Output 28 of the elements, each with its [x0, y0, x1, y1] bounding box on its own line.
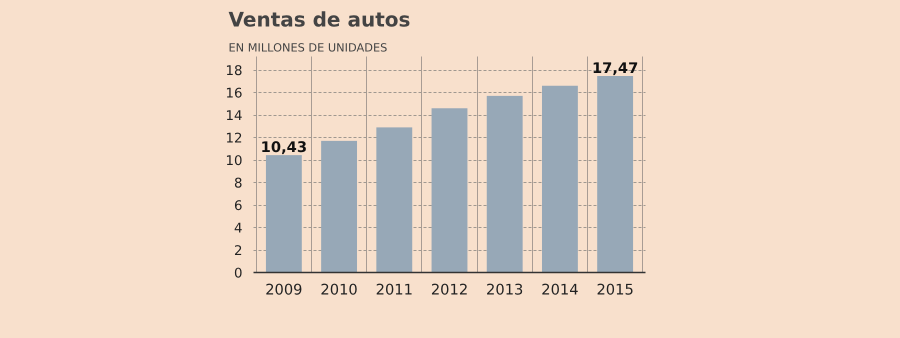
bar	[266, 155, 302, 272]
x-tick-label: 2015	[596, 282, 634, 298]
chart-title: Ventas de autos	[228, 8, 410, 32]
bar	[432, 108, 468, 272]
y-tick-label: 10	[226, 154, 243, 169]
x-tick-label: 2014	[541, 282, 579, 298]
bar	[321, 140, 358, 272]
data-label: 10,43	[260, 139, 308, 156]
y-tick-label: 12	[226, 132, 243, 146]
bar	[597, 76, 634, 272]
y-tick-label: 18	[226, 64, 243, 79]
bar	[486, 96, 523, 272]
x-tick-label: 2013	[486, 282, 524, 298]
chart-subtitle: EN MILLONES DE UNIDADES	[228, 40, 388, 54]
y-tick-label: 4	[234, 222, 243, 236]
x-tick-label: 2010	[320, 282, 358, 298]
bar	[542, 86, 578, 272]
x-tick-label: 2012	[430, 282, 468, 298]
y-tick-label: 2	[234, 244, 243, 259]
y-tick-label: 14	[226, 109, 243, 124]
bar	[376, 127, 412, 272]
y-tick-label: 16	[226, 86, 243, 102]
data-label: 17,47	[592, 60, 638, 77]
x-tick-label: 2011	[376, 282, 413, 298]
y-tick-label: 8	[234, 176, 243, 192]
y-tick-label: 6	[234, 199, 243, 214]
x-tick-label: 2009	[265, 282, 303, 298]
y-tick-label: 0	[234, 266, 243, 282]
